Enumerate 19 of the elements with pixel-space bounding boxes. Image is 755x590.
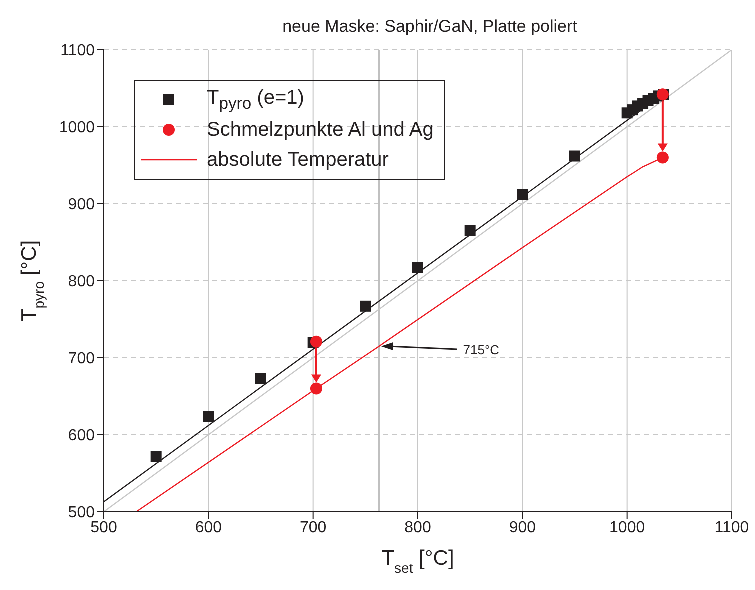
y-tick-label: 700 [68,350,96,368]
chart-title: neue Maske: Saphir/GaN, Platte poliert [282,17,578,36]
y-tick-label: 800 [68,274,96,291]
legend-label: absolute Temperatur [207,148,389,172]
x-tick-label: 700 [300,519,327,536]
y-tick-label: 900 [68,196,96,214]
y-tick-label: 500 [68,504,96,522]
x-tick-label: 800 [404,519,432,536]
x-tick-label: 600 [195,519,222,536]
annotation: 715°C [463,342,500,358]
x-tick-label: 500 [90,519,118,536]
legend-label: T$_{pyro}$ (e=1) [207,86,304,114]
x-axis-title: T$_{set}$ [°C] [382,547,454,576]
x-tick-label: 900 [509,519,536,536]
y-tick-label: 1000 [59,120,96,137]
legend-label: Schmelzpunkte Al und Ag [207,118,434,142]
y-tick-label: 600 [68,428,96,445]
x-tick-label: 1000 [610,519,646,536]
y-tick-label: 1100 [60,42,96,60]
